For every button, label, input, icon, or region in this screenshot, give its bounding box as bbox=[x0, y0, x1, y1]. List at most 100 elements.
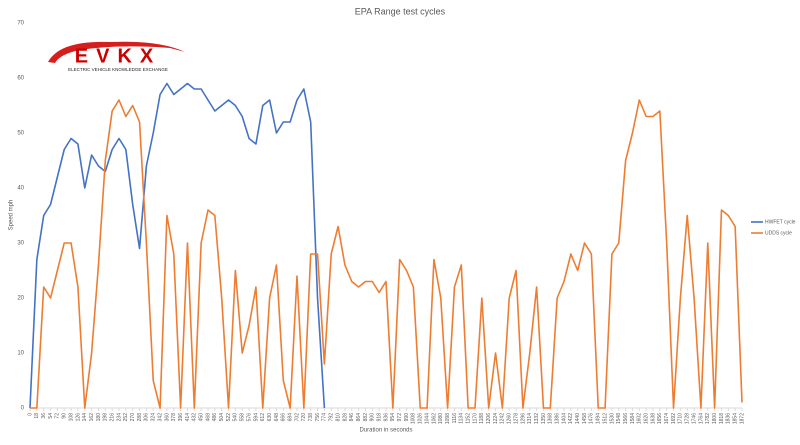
x-tick-label: 1026 bbox=[418, 413, 424, 424]
y-tick-label: 0 bbox=[21, 406, 25, 412]
x-tick-label: 252 bbox=[123, 413, 129, 422]
y-tick-label: 10 bbox=[17, 351, 24, 357]
x-tick-label: 162 bbox=[89, 413, 95, 422]
x-tick-label: 1728 bbox=[685, 413, 691, 424]
legend-label: HWFET cycle bbox=[765, 219, 796, 225]
x-tick-label: 54 bbox=[48, 413, 54, 419]
x-tick-label: 126 bbox=[75, 413, 81, 422]
x-tick-label: 1764 bbox=[698, 413, 704, 424]
x-tick-label: 1386 bbox=[554, 413, 560, 424]
x-tick-label: 576 bbox=[246, 413, 252, 422]
x-tick-label: 972 bbox=[397, 413, 403, 422]
x-tick-label: 378 bbox=[171, 413, 177, 422]
logo-text: EVKX bbox=[75, 45, 161, 67]
x-tick-label: 612 bbox=[260, 413, 266, 422]
x-tick-label: 1818 bbox=[719, 413, 725, 424]
x-tick-label: 216 bbox=[109, 413, 115, 422]
x-tick-label: 648 bbox=[274, 413, 280, 422]
chart-title: EPA Range test cycles bbox=[355, 6, 446, 16]
x-tick-label: 1368 bbox=[548, 413, 554, 424]
x-tick-label: 468 bbox=[205, 413, 211, 422]
x-tick-label: 990 bbox=[404, 413, 410, 422]
x-tick-label: 1404 bbox=[561, 413, 567, 424]
x-tick-label: 90 bbox=[62, 413, 68, 419]
x-tick-label: 306 bbox=[144, 413, 150, 422]
x-tick-label: 1854 bbox=[732, 413, 738, 424]
x-tick-label: 1512 bbox=[602, 413, 608, 424]
x-tick-label: 1332 bbox=[534, 413, 540, 424]
x-tick-label: 954 bbox=[390, 413, 396, 422]
x-tick-label: 198 bbox=[103, 413, 109, 422]
x-tick-label: 1746 bbox=[691, 413, 697, 424]
x-tick-label: 1638 bbox=[650, 413, 656, 424]
x-tick-label: 1278 bbox=[513, 413, 519, 424]
y-tick-label: 60 bbox=[17, 76, 24, 82]
y-tick-label: 70 bbox=[17, 21, 24, 27]
x-tick-label: 1098 bbox=[445, 413, 451, 424]
x-tick-label: 18 bbox=[34, 413, 40, 419]
x-tick-label: 288 bbox=[137, 413, 143, 422]
x-tick-label: 1494 bbox=[596, 413, 602, 424]
series-line bbox=[29, 82, 326, 409]
x-tick-label: 684 bbox=[287, 413, 293, 422]
y-tick-label: 40 bbox=[17, 186, 24, 192]
x-tick-label: 108 bbox=[68, 413, 74, 422]
x-tick-label: 1620 bbox=[643, 413, 649, 424]
x-tick-label: 1602 bbox=[637, 413, 643, 424]
x-tick-label: 1260 bbox=[507, 413, 513, 424]
x-tick-label: 540 bbox=[233, 413, 239, 422]
x-tick-label: 1656 bbox=[657, 413, 663, 424]
series-line bbox=[30, 99, 743, 409]
x-tick-label: 1692 bbox=[671, 413, 677, 424]
x-tick-label: 1116 bbox=[452, 413, 458, 424]
x-tick-label: 900 bbox=[370, 413, 376, 422]
x-tick-label: 270 bbox=[130, 413, 136, 422]
logo-swoosh bbox=[48, 41, 185, 63]
x-tick-label: 1062 bbox=[431, 413, 437, 424]
x-tick-label: 1548 bbox=[616, 413, 622, 424]
x-tick-label: 738 bbox=[308, 413, 314, 422]
x-tick-label: 1566 bbox=[623, 413, 629, 424]
y-tick-label: 50 bbox=[17, 131, 24, 137]
x-tick-label: 1710 bbox=[678, 413, 684, 424]
x-tick-label: 936 bbox=[383, 413, 389, 422]
x-tick-label: 846 bbox=[349, 413, 355, 422]
x-tick-label: 1080 bbox=[438, 413, 444, 424]
logo: EVKX ELECTRIC VEHICLE KNOWLEDGE EXCHANGE bbox=[48, 41, 185, 72]
x-tick-label: 810 bbox=[335, 413, 341, 422]
y-axis-label: Speed mph bbox=[9, 200, 15, 231]
x-tick-label: 1674 bbox=[664, 413, 670, 424]
y-tick-label: 30 bbox=[17, 241, 24, 247]
x-tick-label: 1836 bbox=[726, 413, 732, 424]
x-tick-label: 1242 bbox=[500, 413, 506, 424]
x-tick-label: 1188 bbox=[479, 413, 485, 424]
x-tick-label: 450 bbox=[198, 413, 204, 422]
x-tick-label: 1476 bbox=[589, 413, 595, 424]
x-tick-label: 1296 bbox=[520, 413, 526, 424]
x-tick-label: 360 bbox=[164, 413, 170, 422]
x-tick-label: 1206 bbox=[486, 413, 492, 424]
x-tick-label: 522 bbox=[226, 413, 232, 422]
x-tick-label: 1152 bbox=[465, 413, 471, 424]
x-tick-label: 1350 bbox=[541, 413, 547, 424]
x-tick-label: 594 bbox=[253, 413, 259, 422]
x-tick-label: 180 bbox=[96, 413, 102, 422]
x-tick-label: 918 bbox=[376, 413, 382, 422]
x-tick-label: 882 bbox=[363, 413, 369, 422]
x-tick-label: 1782 bbox=[705, 413, 711, 424]
x-tick-label: 1170 bbox=[472, 413, 478, 424]
x-tick-label: 414 bbox=[185, 413, 191, 422]
x-axis-label: Duration in seconds bbox=[359, 428, 412, 434]
x-tick-label: 0 bbox=[27, 413, 33, 416]
x-tick-label: 756 bbox=[315, 413, 321, 422]
x-tick-label: 558 bbox=[240, 413, 246, 422]
x-tick-label: 864 bbox=[356, 413, 362, 422]
x-tick-label: 396 bbox=[178, 413, 184, 422]
x-tick-label: 702 bbox=[294, 413, 300, 422]
legend-label: UDDS cycle bbox=[765, 230, 792, 236]
x-tick-label: 630 bbox=[267, 413, 273, 422]
x-tick-label: 486 bbox=[212, 413, 218, 422]
x-tick-label: 1134 bbox=[459, 413, 465, 424]
x-tick-label: 1440 bbox=[575, 413, 581, 424]
